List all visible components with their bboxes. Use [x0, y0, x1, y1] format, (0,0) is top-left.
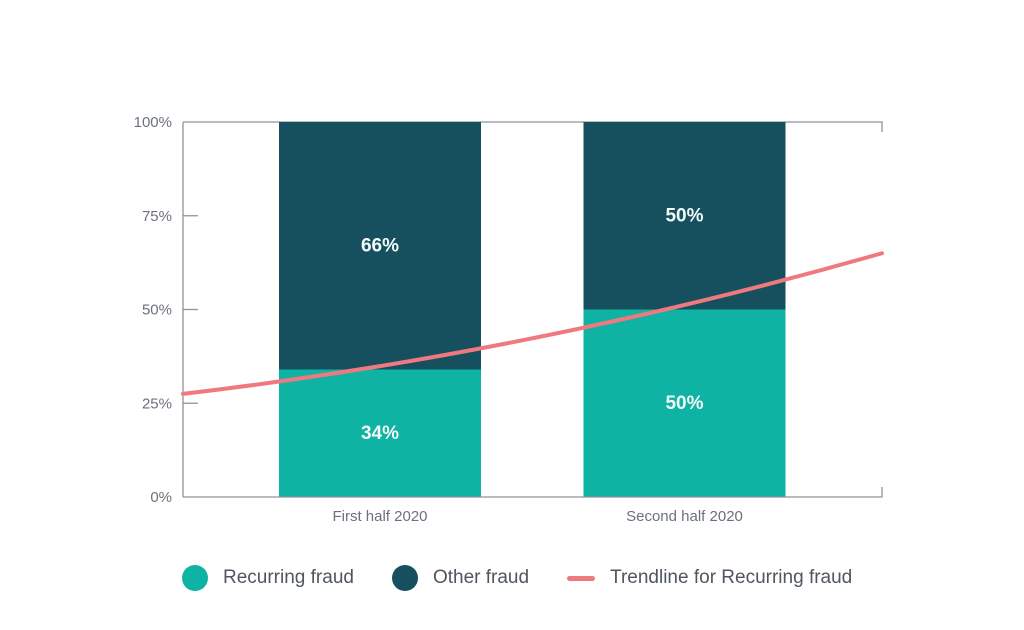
category-label: Second half 2020	[626, 508, 743, 525]
y-tick-label: 0%	[150, 489, 172, 506]
recurring-fraud-swatch-icon	[182, 565, 208, 591]
legend-item-other-fraud: Other fraud	[391, 565, 530, 591]
y-tick-label: 25%	[142, 395, 172, 412]
bar-segment-other-fraud	[279, 122, 481, 370]
trendline-swatch-icon	[567, 575, 596, 581]
y-tick-label: 100%	[134, 114, 172, 131]
legend-label-recurring-fraud: Recurring fraud	[223, 567, 354, 588]
other-fraud-swatch-icon	[391, 565, 418, 591]
bar-value-label: 34%	[361, 423, 399, 444]
legend-label-trendline: Trendline for Recurring fraud	[610, 567, 853, 588]
y-tick-label: 75%	[142, 208, 172, 225]
chart-legend: Recurring fraud Other fraud Trendline fo…	[182, 564, 852, 592]
bar-value-label: 66%	[361, 235, 399, 256]
bar-value-label: 50%	[665, 205, 703, 226]
legend-item-recurring-fraud: Recurring fraud	[182, 565, 354, 591]
legend-item-trendline: Trendline for Recurring fraud	[567, 567, 852, 589]
recurring-fraud-trendline	[181, 251, 884, 396]
category-label: First half 2020	[332, 508, 427, 525]
x-axis-line	[183, 487, 883, 498]
legend-label-other-fraud: Other fraud	[432, 567, 530, 588]
bar-segment-other-fraud	[583, 122, 786, 310]
bar-value-label: 50%	[665, 393, 703, 414]
bar-segment-recurring-fraud	[279, 369, 481, 497]
y-tick-label: 50%	[142, 302, 172, 319]
bar-segment-recurring-fraud	[583, 309, 786, 497]
